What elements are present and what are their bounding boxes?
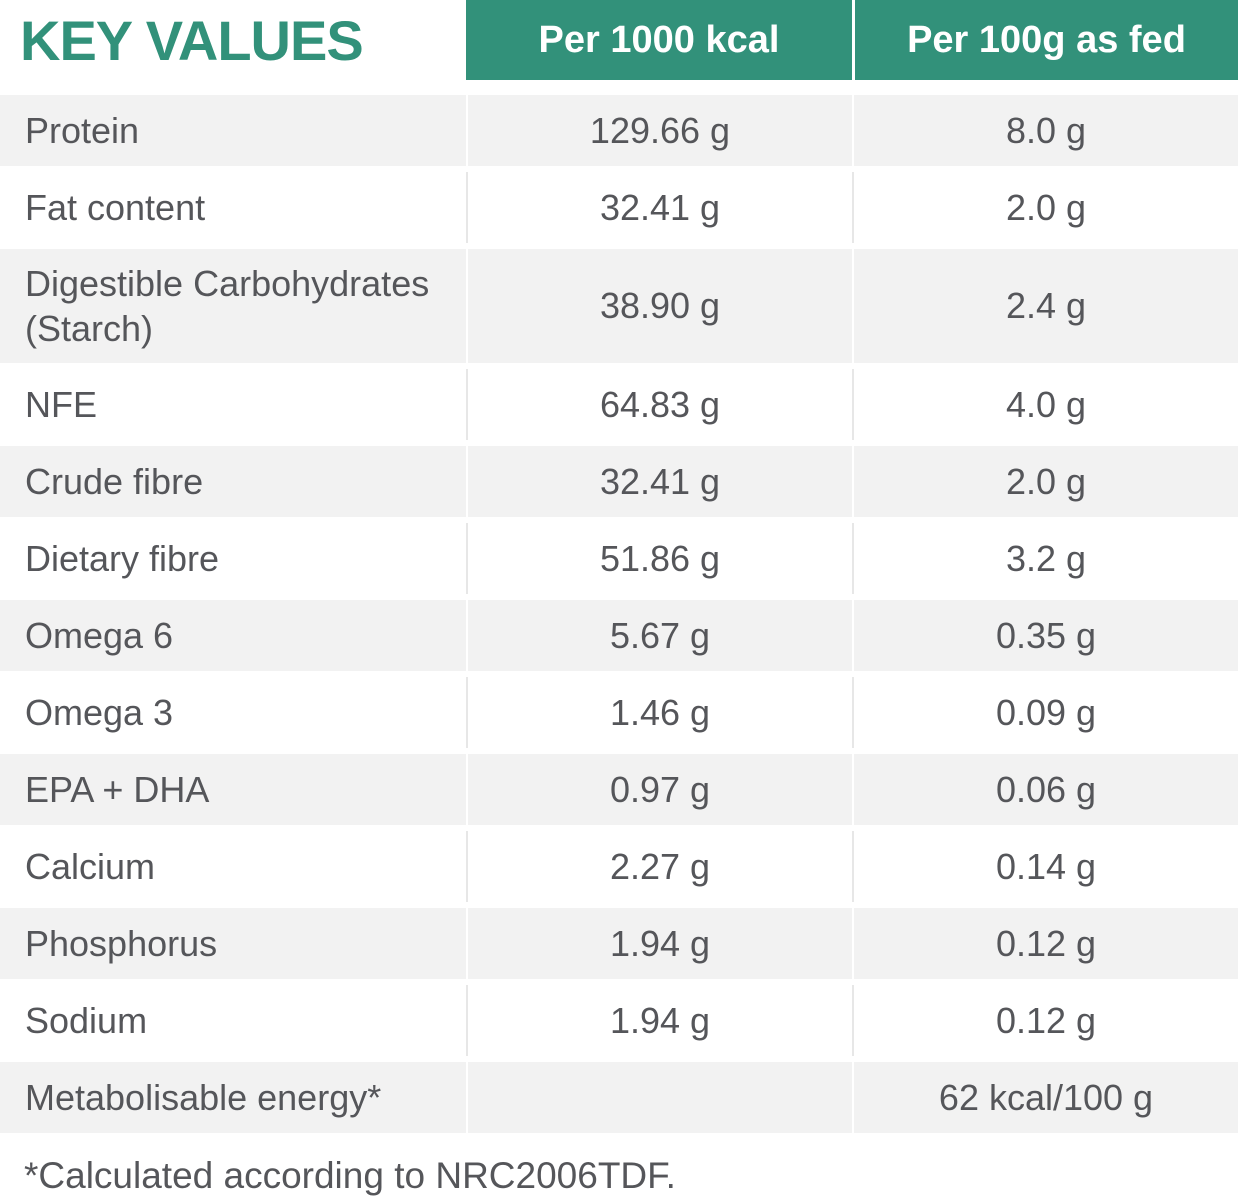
row-label: Omega 6 — [0, 600, 466, 671]
value-per-1000kcal: 51.86 g — [466, 523, 852, 594]
row-label: Metabolisable energy* — [0, 1062, 466, 1133]
row-label: NFE — [0, 369, 466, 440]
table-row: Metabolisable energy* 62 kcal/100 g — [0, 1062, 1238, 1133]
table-row: Omega 6 5.67 g 0.35 g — [0, 600, 1238, 671]
table-row: Calcium 2.27 g 0.14 g — [0, 831, 1238, 902]
value-per-100g: 0.06 g — [852, 754, 1238, 825]
value-per-100g: 2.4 g — [852, 249, 1238, 363]
table-row: Dietary fibre 51.86 g 3.2 g — [0, 523, 1238, 594]
table-row: Crude fibre 32.41 g 2.0 g — [0, 446, 1238, 517]
table-row: Fat content 32.41 g 2.0 g — [0, 172, 1238, 243]
table-row: Protein 129.66 g 8.0 g — [0, 95, 1238, 166]
row-label: Dietary fibre — [0, 523, 466, 594]
row-label: Sodium — [0, 985, 466, 1056]
table-row: Phosphorus 1.94 g 0.12 g — [0, 908, 1238, 979]
column-header-per-100g-as-fed: Per 100g as fed — [852, 0, 1238, 80]
table-row: NFE 64.83 g 4.0 g — [0, 369, 1238, 440]
value-per-1000kcal: 5.67 g — [466, 600, 852, 671]
row-label: Calcium — [0, 831, 466, 902]
value-per-100g: 0.12 g — [852, 908, 1238, 979]
table-header: KEY VALUES Per 1000 kcal Per 100g as fed — [0, 0, 1238, 80]
row-label: EPA + DHA — [0, 754, 466, 825]
value-per-1000kcal: 0.97 g — [466, 754, 852, 825]
value-per-1000kcal: 38.90 g — [466, 249, 852, 363]
column-header-per-1000-kcal: Per 1000 kcal — [466, 0, 852, 80]
table-row: EPA + DHA 0.97 g 0.06 g — [0, 754, 1238, 825]
key-values-table: Protein 129.66 g 8.0 g Fat content 32.41… — [0, 95, 1238, 1133]
value-per-100g: 0.14 g — [852, 831, 1238, 902]
value-per-1000kcal: 32.41 g — [466, 446, 852, 517]
value-per-1000kcal: 2.27 g — [466, 831, 852, 902]
value-per-100g: 0.12 g — [852, 985, 1238, 1056]
footnote: *Calculated according to NRC2006TDF. — [24, 1155, 676, 1196]
value-per-1000kcal: 1.94 g — [466, 985, 852, 1056]
page-title: KEY VALUES — [20, 8, 364, 72]
value-per-1000kcal: 32.41 g — [466, 172, 852, 243]
value-per-100g: 2.0 g — [852, 446, 1238, 517]
value-per-1000kcal: 1.46 g — [466, 677, 852, 748]
value-per-100g: 0.35 g — [852, 600, 1238, 671]
row-label: Crude fibre — [0, 446, 466, 517]
value-per-100g: 3.2 g — [852, 523, 1238, 594]
row-label: Phosphorus — [0, 908, 466, 979]
value-per-1000kcal — [466, 1062, 852, 1133]
row-label: Protein — [0, 95, 466, 166]
table-row: Omega 3 1.46 g 0.09 g — [0, 677, 1238, 748]
value-per-1000kcal: 129.66 g — [466, 95, 852, 166]
value-per-1000kcal: 1.94 g — [466, 908, 852, 979]
value-per-100g: 2.0 g — [852, 172, 1238, 243]
table-row: Digestible Carbohydrates (Starch) 38.90 … — [0, 249, 1238, 363]
value-per-100g: 8.0 g — [852, 95, 1238, 166]
value-per-100g: 4.0 g — [852, 369, 1238, 440]
row-label: Digestible Carbohydrates (Starch) — [0, 249, 466, 363]
value-per-1000kcal: 64.83 g — [466, 369, 852, 440]
row-label: Fat content — [0, 172, 466, 243]
value-per-100g: 0.09 g — [852, 677, 1238, 748]
table-row: Sodium 1.94 g 0.12 g — [0, 985, 1238, 1056]
value-per-100g: 62 kcal/100 g — [852, 1062, 1238, 1133]
row-label: Omega 3 — [0, 677, 466, 748]
